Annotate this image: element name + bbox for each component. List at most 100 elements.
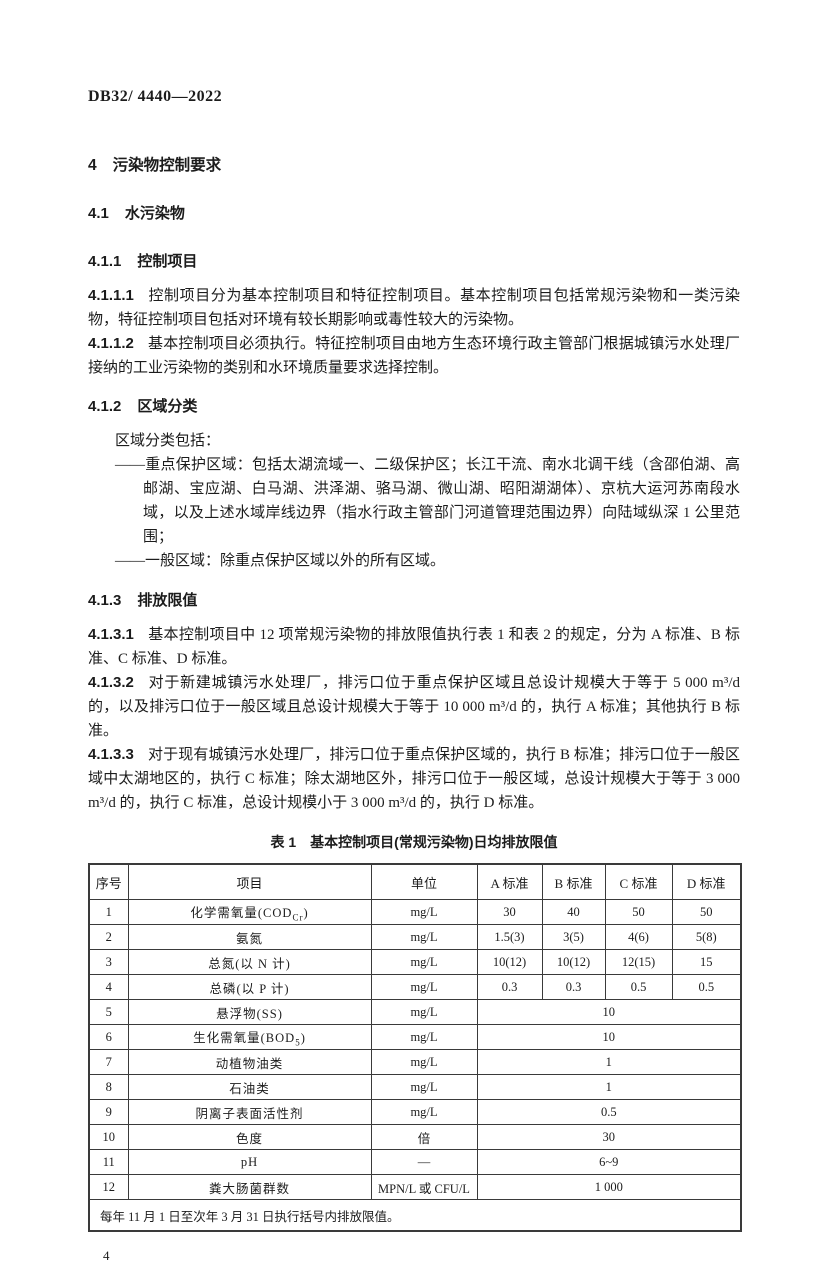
section-4-1-1-heading: 4.1.1 控制项目	[88, 250, 740, 271]
cell-unit: mg/L	[370, 999, 478, 1025]
clause-4-1-3-2-number: 4.1.3.2	[88, 674, 134, 691]
cell-item: 生化需氧量(BOD5)	[127, 1024, 372, 1050]
cell-item: 石油类	[127, 1074, 372, 1100]
header-standard-c: C 标准	[604, 863, 673, 900]
header-standard-d: D 标准	[671, 863, 742, 900]
cell-no: 7	[88, 1049, 129, 1075]
section-4-1-2-heading: 4.1.2 区域分类	[88, 395, 740, 416]
cell-value-merged: 0.5	[476, 1099, 742, 1125]
cell-no: 1	[88, 899, 129, 925]
table-row: 9 阴离子表面活性剂 mg/L 0.5	[88, 1099, 742, 1125]
cell-item: 氨氮	[127, 924, 372, 950]
cell-item: 悬浮物(SS)	[127, 999, 372, 1025]
section-4-1-heading: 4.1 水污染物	[88, 202, 740, 223]
table-row: 7 动植物油类 mg/L 1	[88, 1049, 742, 1075]
cell-no: 10	[88, 1124, 129, 1150]
doc-number: DB32/ 4440—2022	[88, 88, 223, 105]
cell-value-merged: 1	[476, 1049, 742, 1075]
cell-no: 8	[88, 1074, 129, 1100]
cell-value: 0.3	[476, 974, 543, 1000]
cell-no: 9	[88, 1099, 129, 1125]
cell-no: 2	[88, 924, 129, 950]
cell-value-merged: 1 000	[476, 1174, 742, 1200]
clause-4-1-3-3-text: 对于现有城镇污水处理厂，排污口位于重点保护区域的，执行 B 标准；排污口位于一般…	[88, 747, 740, 811]
section-4-1-2-title: 区域分类	[137, 398, 198, 415]
header-no: 序号	[88, 863, 129, 900]
cell-unit: mg/L	[370, 949, 478, 975]
cell-value: 40	[541, 899, 606, 925]
clause-4-1-1-2-number: 4.1.1.2	[88, 335, 134, 352]
cell-value: 10(12)	[476, 949, 543, 975]
section-4-1-3-title: 排放限值	[137, 592, 198, 609]
section-4-1-1-title: 控制项目	[137, 253, 198, 270]
cell-no: 11	[88, 1149, 129, 1175]
cell-value: 10(12)	[541, 949, 606, 975]
header-item: 项目	[127, 863, 372, 900]
cell-no: 6	[88, 1024, 129, 1050]
cell-value: 0.5	[604, 974, 673, 1000]
cell-item: 化学需氧量(CODCr)	[127, 899, 372, 925]
section-4-heading: 4 污染物控制要求	[88, 153, 740, 175]
section-4-1-3-heading: 4.1.3 排放限值	[88, 589, 740, 610]
document-page: DB32/ 4440—2022 4 污染物控制要求 4.1 水污染物 4.1.1 控制…	[88, 88, 742, 1263]
cell-value: 12(15)	[604, 949, 673, 975]
cell-value: 1.5(3)	[476, 924, 543, 950]
table-row: 10 色度倍 30	[88, 1124, 742, 1150]
section-4-1-number: 4.1	[88, 205, 109, 222]
cell-unit: mg/L	[370, 974, 478, 1000]
cell-value: 30	[476, 899, 543, 925]
cell-no: 5	[88, 999, 129, 1025]
cell-item: 总磷(以 P 计)	[127, 974, 372, 1000]
cell-value: 3(5)	[541, 924, 606, 950]
cell-no: 12	[88, 1174, 129, 1200]
header-standard-b: B 标准	[541, 863, 606, 900]
clause-4-1-1-1-number: 4.1.1.1	[88, 287, 134, 304]
cell-unit: mg/L	[370, 1099, 478, 1125]
cell-unit: mg/L	[370, 1074, 478, 1100]
table1-footnote-row: 每年 11 月 1 日至次年 3 月 31 日执行括号内排放限值。	[88, 1199, 742, 1232]
cell-no: 3	[88, 949, 129, 975]
region-item-key-protection: ——重点保护区域：包括太湖流域一、二级保护区；长江干流、南水北调干线（含邵伯湖、…	[115, 457, 740, 545]
cell-item: 色度	[127, 1124, 372, 1150]
table-row: 5 悬浮物(SS) mg/L 10	[88, 999, 742, 1025]
cell-value: 50	[671, 899, 742, 925]
table1-daily-average-discharge-limits: 序号 项目 单位 A 标准 B 标准 C 标准 D 标准 1 化学需氧量(CODC…	[88, 863, 742, 1232]
cell-value: 15	[671, 949, 742, 975]
cell-no: 4	[88, 974, 129, 1000]
clause-4-1-1-2-text: 基本控制项目必须执行。特征控制项目由地方生态环境行政主管部门根据城镇污水处理厂接…	[88, 336, 740, 376]
clause-4-1-1-2: 4.1.1.2 基本控制项目必须执行。特征控制项目由地方生态环境行政主管部门根据城…	[88, 332, 740, 380]
clause-4-1-3-1-text: 基本控制项目中 12 项常规污染物的排放限值执行表 1 和表 2 的规定，分为 …	[88, 627, 740, 667]
cell-item: 阴离子表面活性剂	[127, 1099, 372, 1125]
clause-4-1-3-3-number: 4.1.3.3	[88, 746, 134, 763]
cell-value-merged: 10	[476, 999, 742, 1025]
cell-value-merged: 6~9	[476, 1149, 742, 1175]
cell-value: 4(6)	[604, 924, 673, 950]
header-standard-a: A 标准	[476, 863, 543, 900]
table-row: 3 总氮(以 N 计) mg/L 10(12) 10(12) 12(15) 15	[88, 949, 742, 975]
cell-unit: mg/L	[370, 899, 478, 925]
cell-unit: mg/L	[370, 924, 478, 950]
section-4-title: 污染物控制要求	[112, 157, 222, 174]
section-4-1-2-number: 4.1.2	[88, 398, 122, 415]
table1-title-label: 表 1	[270, 834, 297, 850]
cell-item: 总氮(以 N 计)	[127, 949, 372, 975]
cell-item: 粪大肠菌群数	[127, 1174, 372, 1200]
section-4-number: 4	[88, 157, 97, 174]
header-unit: 单位	[370, 863, 478, 900]
region-classification-intro: 区域分类包括：	[115, 433, 221, 449]
table-row: 6 生化需氧量(BOD5) mg/L 10	[88, 1024, 742, 1050]
cell-unit: —	[370, 1149, 478, 1175]
cell-item: 动植物油类	[127, 1049, 372, 1075]
table-row: 8 石油类 mg/L 1	[88, 1074, 742, 1100]
clause-4-1-3-2: 4.1.3.2 对于新建城镇污水处理厂，排污口位于重点保护区域且总设计规模大于等于…	[88, 671, 740, 743]
cell-value: 0.5	[671, 974, 742, 1000]
clause-4-1-3-1-number: 4.1.3.1	[88, 626, 134, 643]
cell-item: pH	[127, 1149, 372, 1175]
table1-header-row: 序号 项目 单位 A 标准 B 标准 C 标准 D 标准	[88, 863, 742, 900]
cell-value: 0.3	[541, 974, 606, 1000]
table-row: 11 pH —6~9	[88, 1149, 742, 1175]
page-number: 4	[103, 1248, 110, 1263]
cell-unit: MPN/L 或 CFU/L	[370, 1174, 478, 1200]
table1-title-text: 基本控制项目(常规污染物)日均排放限值	[310, 834, 558, 850]
cell-value: 5(8)	[671, 924, 742, 950]
